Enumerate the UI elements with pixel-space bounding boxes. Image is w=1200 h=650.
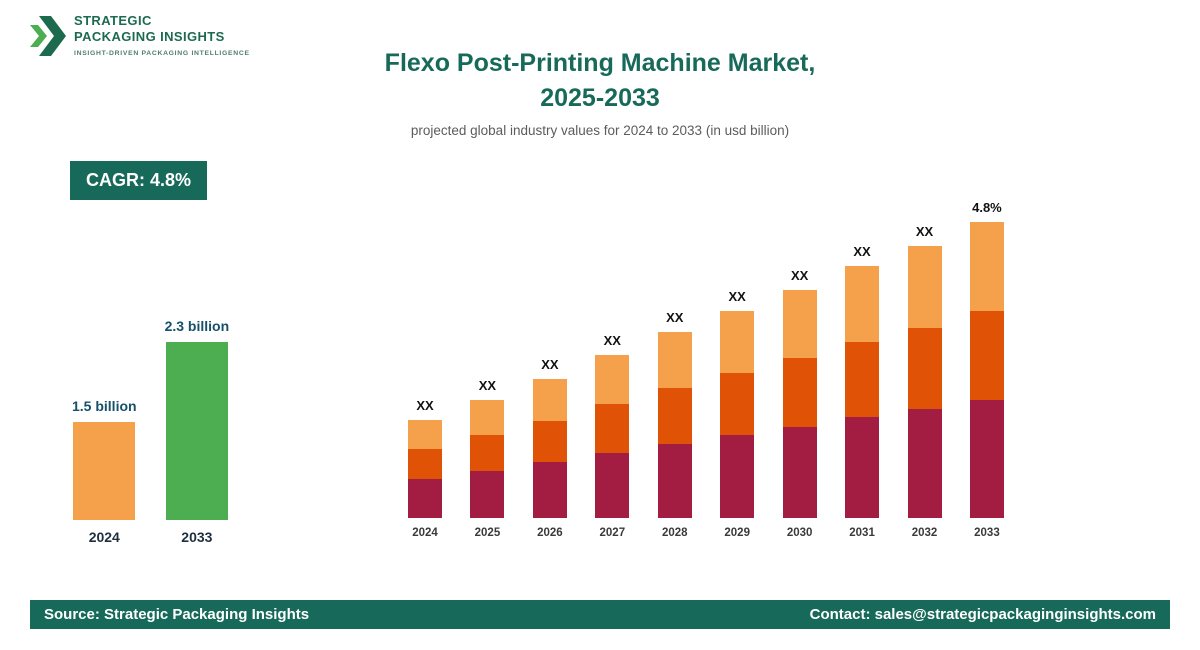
segment-top-2026 [532,379,567,421]
logo-title-line1: STRATEGIC [74,13,152,28]
segment-top-2033 [969,222,1004,311]
bar-value-label-2029: XX [728,289,746,304]
bar-value-label-2032: XX [915,224,934,239]
chart-header: Flexo Post-Printing Machine Market, 2025… [0,46,1200,138]
page-title-line1: Flexo Post-Printing Machine Market, [384,49,816,77]
bar-column-2028: XX 2028 [657,310,692,539]
page-subtitle: projected global industry values for 202… [410,123,790,138]
x-axis-label-2032: 2032 [911,527,938,539]
segment-bottom-2024 [408,478,442,518]
x-axis-label-2030: 2030 [786,527,813,539]
segment-top-2027 [595,355,630,404]
summary-axis-label-2024: 2024 [88,529,120,545]
segment-bottom-2026 [532,462,567,518]
stacked-bar-2032 [907,246,942,518]
segment-bottom-2030 [782,426,817,518]
stacked-bar-2028 [657,332,692,518]
bar-value-label-2028: XX [666,310,684,325]
segment-bottom-2029 [720,435,755,518]
page-title: Flexo Post-Printing Machine Market, 2025… [0,46,1200,116]
segment-middle-2033 [969,310,1004,400]
segment-top-2028 [657,332,692,388]
segment-middle-2024 [408,449,442,479]
bar-value-label-2030: XX [790,268,809,283]
summary-bar-group-2033: 2.3 billion 2033 [165,318,230,545]
x-axis-label-2024: 2024 [412,527,438,539]
stacked-bar-2027 [595,355,630,518]
segment-bottom-2028 [657,443,692,518]
bar-value-label-2025: XX [478,378,497,393]
footer-contact: Contact: sales@strategicpackaginginsight… [809,606,1156,623]
bar-value-label-2027: XX [603,333,621,348]
bar-column-2029: XX 2029 [720,289,755,539]
segment-middle-2026 [532,420,567,463]
logo-title-line2: PACKAGING INSIGHTS [74,29,225,45]
segment-middle-2032 [907,327,942,410]
footer-bar: Source: Strategic Packaging Insights Con… [30,600,1170,629]
x-axis-label-2028: 2028 [661,527,688,539]
segment-middle-2025 [470,435,505,471]
logo-tagline: INSIGHT-DRIVEN PACKAGING INTELLIGENCE [74,49,250,57]
bar-value-label-2033: 4.8% [972,200,1002,215]
segment-bottom-2032 [907,409,942,518]
segment-bottom-2033 [969,399,1004,518]
segment-top-2029 [720,311,755,374]
page-title-line2: 2025-2033 [540,84,660,112]
stacked-bar-2031 [845,266,880,518]
summary-chart: 1.5 billion 2024 2.3 billion 2033 [72,318,229,545]
stacked-bar-2026 [532,379,567,518]
segment-top-2024 [408,420,442,450]
bar-column-2027: XX 2027 [595,333,630,539]
summary-bar-value-label: 1.5 billion [72,398,137,414]
main-chart: XX 2024 XX 2025 XX 2026 XX 2027 XX 2028 XX 2029 XX 20… [408,200,1004,539]
stacked-bar-2029 [720,311,755,518]
cagr-badge: CAGR: 4.8% [70,161,208,200]
segment-top-2032 [907,246,942,328]
bar-column-2031: XX 2031 [845,244,880,539]
segment-top-2031 [845,266,880,342]
x-axis-label-2031: 2031 [849,527,875,539]
summary-bar-2033 [165,342,228,520]
bar-column-2025: XX 2025 [470,378,505,539]
main-chart-bars: XX 2024 XX 2025 XX 2026 XX 2027 XX 2028 XX 2029 XX 20… [408,200,1004,539]
summary-bar-group-2024: 1.5 billion 2024 [72,398,137,545]
segment-middle-2028 [657,387,692,444]
segment-top-2025 [470,400,505,436]
footer-source: Source: Strategic Packaging Insights [44,606,310,623]
logo-chevron-icon [30,13,66,64]
stacked-bar-2024 [408,420,442,518]
segment-middle-2030 [782,358,817,427]
summary-bar-2024 [73,422,136,520]
x-axis-label-2025: 2025 [474,527,501,539]
segment-top-2030 [782,290,817,359]
segment-bottom-2025 [470,470,505,518]
stacked-bar-2033 [969,222,1004,518]
x-axis-label-2033: 2033 [974,527,1000,539]
stacked-bar-2030 [782,290,817,518]
x-axis-label-2026: 2026 [537,527,563,539]
summary-chart-bars: 1.5 billion 2024 2.3 billion 2033 [72,318,229,545]
segment-bottom-2031 [845,417,880,518]
bar-value-label-2031: XX [853,244,871,259]
bar-column-2024: XX 2024 [408,398,442,539]
x-axis-label-2029: 2029 [724,527,750,539]
bar-column-2026: XX 2026 [532,357,567,539]
stacked-bar-2025 [470,400,505,518]
bar-value-label-2024: XX [416,398,434,413]
segment-middle-2029 [720,373,755,436]
logo: STRATEGIC PACKAGING INSIGHTS INSIGHT-DRI… [30,13,250,64]
segment-middle-2031 [845,341,880,418]
x-axis-label-2027: 2027 [599,527,626,539]
segment-bottom-2027 [595,452,630,518]
bar-column-2030: XX 2030 [782,268,817,539]
summary-axis-label-2033: 2033 [181,529,213,545]
bar-value-label-2026: XX [541,357,559,372]
bar-column-2033: 4.8% 2033 [969,200,1004,539]
bar-column-2032: XX 2032 [907,224,942,539]
segment-middle-2027 [595,403,630,453]
summary-bar-value-label: 2.3 billion [164,318,230,334]
